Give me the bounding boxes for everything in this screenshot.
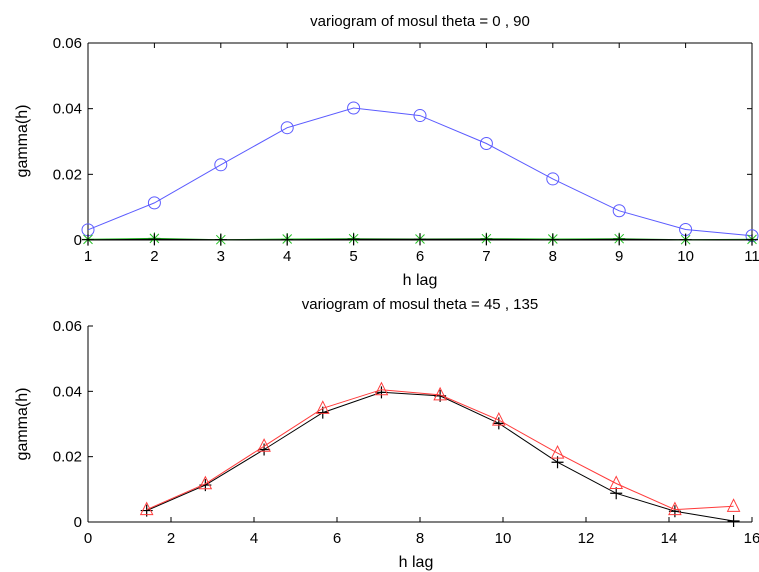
top-series-2-point [82,233,94,246]
top-series-2-point [347,233,360,246]
bottom-series-1-point [433,386,447,401]
bottom-x-tick-label: 10 [495,530,512,547]
top-x-tick-label: 4 [283,248,291,265]
top-series-2-point [746,233,758,246]
bottom-series-1-point [609,475,624,489]
bottom-x-tick-label: 4 [250,530,258,547]
top-x-tick-label: 7 [482,248,490,265]
bottom-series-0-line [146,391,734,522]
top-series-2-point [613,233,626,246]
top-series-2-point [148,233,161,246]
top-series-2-point [480,233,493,246]
bottom-series-1-point [491,411,506,426]
bottom-y-tick-label: 0.04 [53,383,82,400]
bottom-series-1-point [726,498,741,512]
top-x-tick-label: 8 [549,248,557,265]
top-x-tick-label: 1 [84,248,92,265]
top-series-0-point [147,196,161,210]
top-x-tick-label: 3 [217,248,225,265]
bottom-x-tick-label: 12 [578,530,595,547]
top-series-2-point [546,233,559,246]
top-series-0-point [479,136,493,150]
top-series-2-point [679,233,692,246]
top-series-0-line [87,107,753,237]
top-series-0-point [546,172,560,186]
top-series-0-point [280,121,294,135]
bottom-series-1-line [146,389,734,511]
top-series-0-point [612,204,626,218]
bottom-x-tick-label: 16 [744,530,759,547]
bottom-y-tick-label: 0.02 [53,449,82,466]
top-y-axis-label: gamma(h) [14,105,31,178]
top-x-tick-label: 2 [150,248,158,265]
bottom-variogram-panel: variogram of mosul theta = 45 , 135 h la… [14,296,759,571]
bottom-series-1-point [374,381,389,396]
bottom-series-1-point [315,400,330,414]
top-x-tick-label: 6 [416,248,424,265]
bottom-chart-title: variogram of mosul theta = 45 , 135 [302,296,538,313]
top-y-tick-label: 0.06 [53,35,82,52]
bottom-series-1-point [198,475,213,490]
top-x-tick-label: 5 [349,248,357,265]
top-chart-title: variogram of mosul theta = 0 , 90 [310,13,530,30]
top-series-0-point [214,158,228,172]
top-variogram-panel: variogram of mosul theta = 0 , 90 h lag … [14,13,759,289]
bottom-series-0-point [258,443,271,456]
bottom-series-1-point [668,501,682,516]
bottom-x-axis-label: h lag [399,554,434,571]
top-series-0-point [413,109,427,123]
bottom-series-1-point [139,501,154,516]
bottom-x-tick-label: 2 [167,530,175,547]
bottom-series-0-point [610,487,623,500]
bottom-y-tick-label: 0 [74,514,82,531]
bottom-series-0-point [492,417,505,430]
top-x-tick-label: 11 [744,248,759,265]
bottom-x-tick-label: 14 [661,530,678,547]
top-y-tick-label: 0 [74,232,82,249]
bottom-y-axis-label: gamma(h) [14,388,31,461]
top-series-2-point [214,233,227,246]
top-series-0-point [347,101,361,115]
bottom-series-1-point [257,438,271,452]
bottom-series-1-point [550,444,565,459]
bottom-x-tick-label: 8 [416,530,424,547]
bottom-x-tick-label: 6 [333,530,341,547]
top-x-tick-label: 10 [677,248,694,265]
bottom-y-tick-label: 0.06 [53,318,82,335]
bottom-series-0-point [727,515,740,528]
top-x-axis-label: h lag [403,272,438,289]
top-series-2-point [414,233,426,246]
top-y-tick-label: 0.04 [53,101,82,118]
top-series-2-point [281,233,294,246]
bottom-x-tick-label: 0 [84,530,92,547]
top-x-tick-label: 9 [615,248,623,265]
bottom-series-0-point [375,386,388,399]
top-y-tick-label: 0.02 [53,166,82,183]
